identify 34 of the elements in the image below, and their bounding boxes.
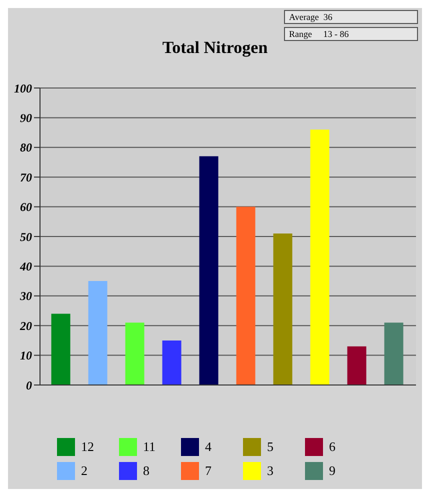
y-tick-label: 10 <box>20 348 32 363</box>
legend-label: 12 <box>81 439 94 455</box>
legend-label: 7 <box>205 463 212 479</box>
bar <box>125 322 144 385</box>
legend-label: 9 <box>329 463 336 479</box>
legend-label: 11 <box>143 439 156 455</box>
y-tick-label: 90 <box>20 110 32 125</box>
legend-label: 4 <box>205 439 212 455</box>
y-tick-label: 20 <box>19 318 32 333</box>
bar <box>51 314 70 385</box>
legend-label: 2 <box>81 463 88 479</box>
bar <box>384 322 404 385</box>
y-tick-label: 0 <box>26 378 32 392</box>
bar <box>88 281 108 385</box>
chart-title: Total Nitrogen <box>161 38 269 58</box>
text: Average 36 <box>284 10 418 24</box>
y-tick-label: 40 <box>19 259 32 274</box>
bar <box>162 340 182 385</box>
y-tick-label: 100 <box>14 81 32 96</box>
bar <box>236 206 256 385</box>
bar <box>199 156 218 385</box>
text: Range 13 - 86 <box>284 27 418 41</box>
legend-label: 3 <box>267 463 274 479</box>
y-tick-label: 70 <box>20 170 32 184</box>
y-tick-label: 30 <box>19 289 32 304</box>
y-tick-label: 50 <box>20 230 32 244</box>
bar <box>273 234 292 385</box>
y-tick-label: 80 <box>20 140 32 155</box>
bar <box>347 346 366 385</box>
legend-label: 6 <box>329 439 336 455</box>
y-tick-label: 60 <box>20 200 32 214</box>
legend-label: 5 <box>267 439 274 455</box>
bar <box>310 130 330 385</box>
legend-label: 8 <box>143 463 150 479</box>
